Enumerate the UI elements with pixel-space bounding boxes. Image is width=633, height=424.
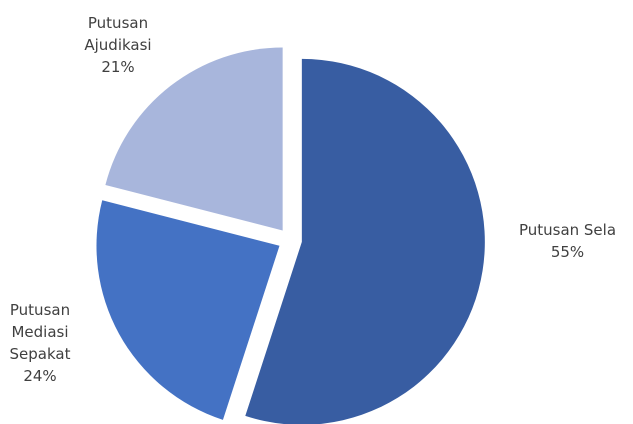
category-label: Putusan Mediasi Sepakat — [9, 301, 71, 363]
pie-slice — [105, 47, 283, 231]
category-label: Putusan Sela — [518, 221, 617, 239]
value-label: 21% — [101, 58, 135, 76]
slice-label: Putusan Ajudikasi 21% — [70, 12, 166, 78]
slice-label: Putusan Mediasi Sepakat 24% — [4, 299, 76, 387]
value-label: 24% — [23, 367, 57, 385]
value-label: 55% — [550, 243, 585, 261]
pie-slice — [245, 58, 485, 424]
category-label: Putusan Ajudikasi — [84, 14, 152, 54]
slice-label: Putusan Sela 55% — [505, 219, 630, 263]
pie-slice — [96, 200, 280, 420]
